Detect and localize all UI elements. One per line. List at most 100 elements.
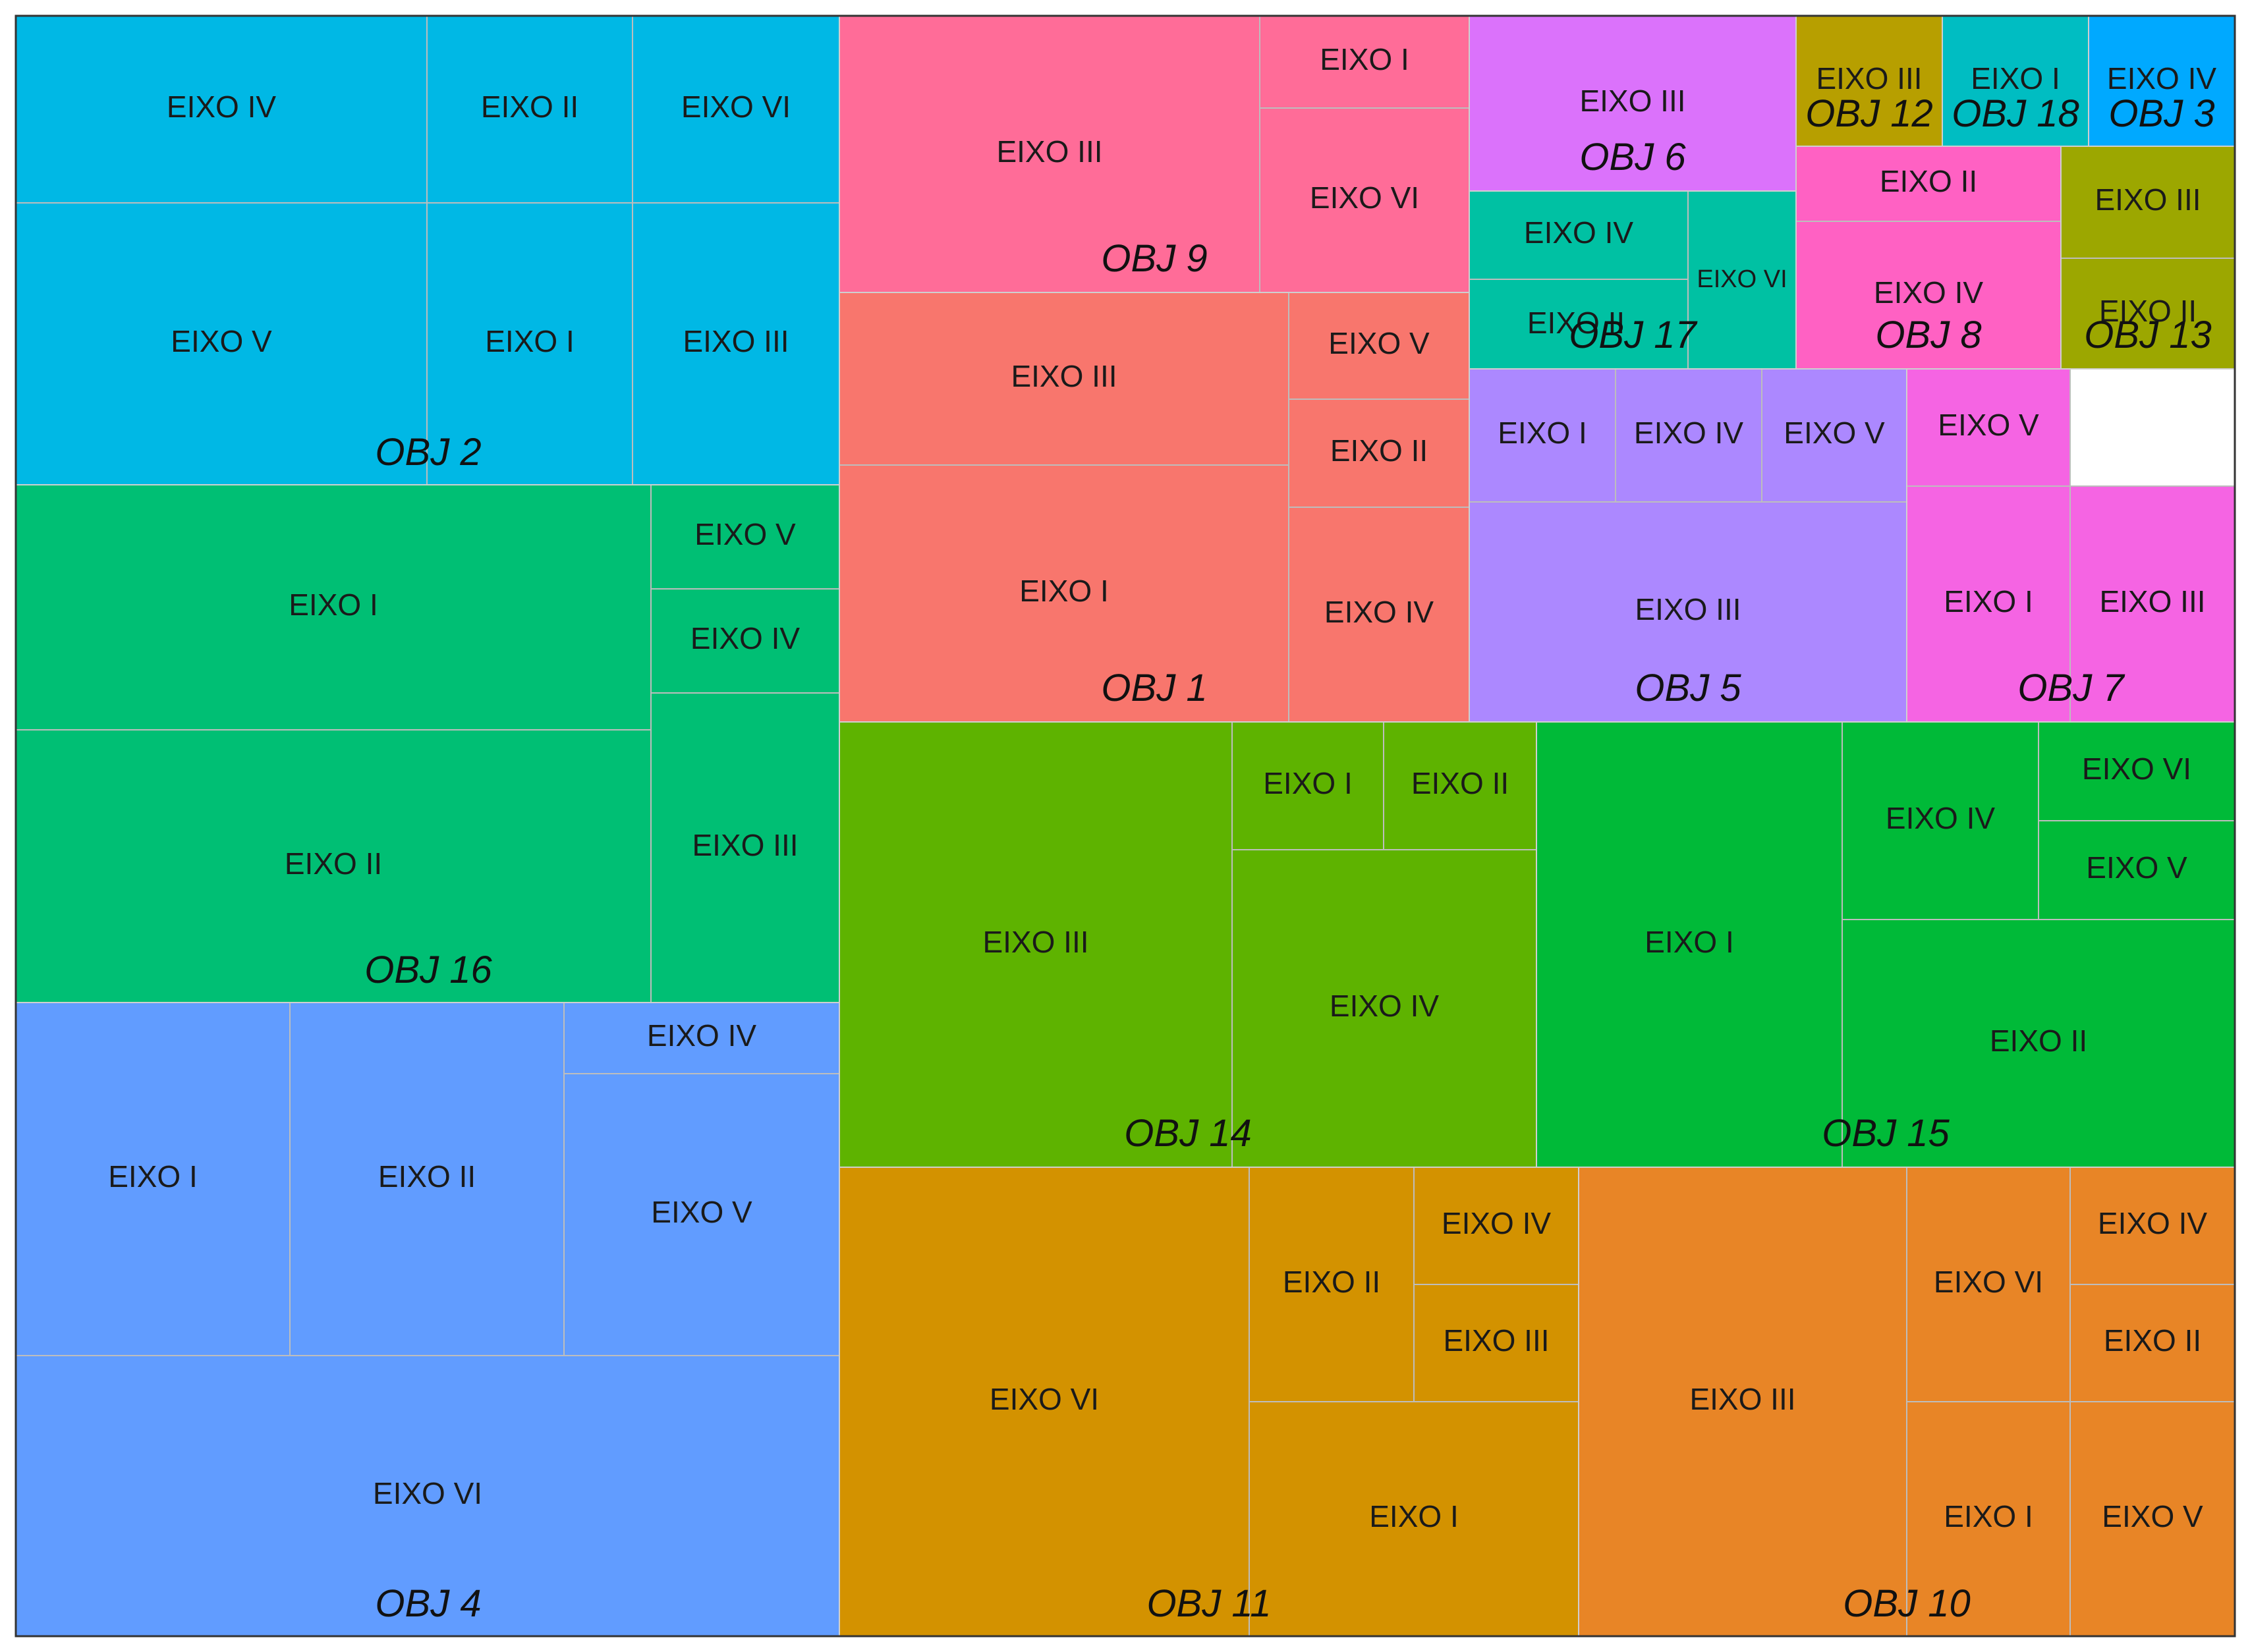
treemap-cell-obj-16-eixo-ii: [15, 729, 652, 1003]
leaf-label-obj-7-eixo-iii: EIXO III: [2099, 584, 2205, 619]
leaf-label-obj-10-eixo-ii: EIXO II: [2104, 1323, 2201, 1358]
treemap-cell-obj-7-eixo-iii: [2069, 485, 2236, 723]
leaf-label-obj-15-eixo-vi: EIXO VI: [2082, 752, 2191, 786]
treemap-cell-obj-7-eixo-v: [1906, 368, 2071, 487]
group-label-obj-6: OBJ 6: [1579, 136, 1686, 179]
leaf-label-obj-17-eixo-iv: EIXO IV: [1524, 215, 1633, 250]
leaf-label-obj-13-eixo-iii: EIXO III: [2095, 182, 2201, 217]
leaf-label-obj-11-eixo-iv: EIXO IV: [1442, 1206, 1551, 1240]
leaf-label-obj-16-eixo-i: EIXO I: [289, 588, 378, 622]
leaf-label-obj-10-eixo-i: EIXO I: [1944, 1499, 2033, 1533]
group-label-obj-18: OBJ 18: [1952, 92, 2079, 135]
treemap-cell-obj-1-eixo-i: [839, 464, 1289, 723]
leaf-label-obj-7-eixo-v: EIXO V: [1938, 408, 2039, 442]
treemap-cell-obj-5-eixo-iii: [1469, 501, 1907, 723]
treemap-cell-obj-2-eixo-iv: [15, 15, 428, 204]
treemap-cell-obj-1-eixo-ii: [1288, 399, 1470, 508]
leaf-label-obj-2-eixo-iii: EIXO III: [683, 324, 789, 358]
treemap-cell-obj-14-eixo-iv: [1231, 849, 1537, 1168]
treemap-cell-obj-14-eixo-ii: [1383, 721, 1537, 850]
leaf-label-obj-13-eixo-ii: EIXO II: [2099, 294, 2197, 328]
treemap-cell-obj-9-eixo-iii: [839, 15, 1260, 293]
treemap-cell-obj-11-eixo-i: [1249, 1401, 1579, 1637]
treemap-cell-obj-2-eixo-ii: [426, 15, 633, 204]
leaf-label-obj-11-eixo-vi: EIXO VI: [990, 1382, 1099, 1416]
leaf-label-obj-4-eixo-vi: EIXO VI: [373, 1476, 482, 1510]
leaf-label-obj-17-eixo-vi: EIXO VI: [1697, 265, 1787, 293]
treemap-cell-obj-16-eixo-iv: [650, 588, 840, 694]
treemap-cell-obj-4-eixo-i: [15, 1002, 291, 1356]
leaf-label-obj-17-eixo-ii: EIXO II: [1527, 306, 1625, 340]
treemap-cell-obj-2-eixo-iii: [632, 202, 840, 485]
leaf-label-obj-2-eixo-v: EIXO V: [171, 324, 272, 358]
treemap-cell-obj-17-eixo-vi: [1687, 190, 1797, 370]
leaf-label-obj-1-eixo-i: EIXO I: [1019, 574, 1108, 608]
treemap-cell-obj-5-eixo-v: [1761, 368, 1907, 503]
treemap-cell-obj-9-eixo-vi: [1259, 107, 1470, 293]
treemap-cell-obj-15-eixo-vi: [2038, 721, 2236, 821]
group-label-obj-17: OBJ 17: [1569, 314, 1698, 356]
treemap-cell-obj-2-eixo-i: [426, 202, 633, 485]
treemap-cell-obj-12-eixo-iii: [1795, 15, 1943, 147]
treemap-cell-obj-15-eixo-ii: [1842, 919, 2236, 1168]
group-label-obj-16: OBJ 16: [364, 949, 492, 991]
leaf-label-obj-5-eixo-v: EIXO V: [1784, 416, 1885, 450]
leaf-label-obj-15-eixo-v: EIXO V: [2086, 850, 2187, 885]
leaf-label-obj-16-eixo-iii: EIXO III: [692, 828, 798, 862]
treemap-cell-obj-4-eixo-v: [563, 1073, 840, 1356]
leaf-label-obj-14-eixo-iii: EIXO III: [982, 925, 1088, 959]
leaf-label-obj-10-eixo-iii: EIXO III: [1689, 1382, 1795, 1416]
leaf-label-obj-4-eixo-ii: EIXO II: [378, 1159, 476, 1194]
treemap-group-labels: OBJ 2 OBJ 16 OBJ 4 OBJ 9 OBJ 1 OBJ 6 OBJ 17 OBJ…: [364, 92, 2214, 1625]
treemap-cell-obj-10-eixo-v: [2069, 1401, 2236, 1637]
group-label-obj-12: OBJ 12: [1805, 92, 1932, 135]
leaf-label-obj-4-eixo-v: EIXO V: [651, 1195, 752, 1229]
group-label-obj-15: OBJ 15: [1822, 1112, 1950, 1155]
leaf-label-obj-2-eixo-vi: EIXO VI: [681, 90, 791, 124]
leaf-label-obj-10-eixo-vi: EIXO VI: [1934, 1265, 2043, 1299]
leaf-label-obj-11-eixo-iii: EIXO III: [1443, 1323, 1549, 1358]
treemap-cell-obj-5-eixo-i: [1469, 368, 1616, 503]
leaf-label-obj-6-eixo-iii: EIXO III: [1579, 84, 1685, 118]
treemap-cell-obj-11-eixo-iv: [1413, 1167, 1579, 1285]
group-label-obj-13: OBJ 13: [2084, 314, 2211, 356]
leaf-label-obj-15-eixo-i: EIXO I: [1645, 925, 1733, 959]
leaf-label-obj-1-eixo-ii: EIXO II: [1330, 433, 1428, 468]
leaf-label-obj-16-eixo-ii: EIXO II: [285, 846, 382, 881]
leaf-label-obj-14-eixo-iv: EIXO IV: [1330, 989, 1439, 1023]
treemap-cell-obj-4-eixo-ii: [289, 1002, 565, 1356]
group-label-obj-5: OBJ 5: [1635, 667, 1741, 709]
leaf-label-obj-15-eixo-ii: EIXO II: [1990, 1024, 2087, 1058]
treemap-cell-obj-5-eixo-iv: [1615, 368, 1762, 503]
leaf-label-obj-1-eixo-iii: EIXO III: [1011, 359, 1117, 393]
leaf-label-obj-10-eixo-iv: EIXO IV: [2098, 1206, 2207, 1240]
leaf-label-obj-14-eixo-i: EIXO I: [1263, 766, 1352, 800]
treemap-cell-obj-15-eixo-v: [2038, 820, 2236, 920]
treemap-cells: [15, 15, 2236, 1637]
leaf-label-obj-16-eixo-v: EIXO V: [694, 517, 796, 551]
leaf-label-obj-4-eixo-iv: EIXO IV: [647, 1018, 756, 1053]
leaf-label-obj-4-eixo-i: EIXO I: [108, 1159, 197, 1194]
leaf-label-obj-2-eixo-i: EIXO I: [485, 324, 574, 358]
leaf-label-obj-7-eixo-i: EIXO I: [1944, 584, 2033, 619]
treemap-cell-obj-2-eixo-v: [15, 202, 428, 485]
treemap-leaf-labels: EIXO IV EIXO II EIXO VI EIXO V EIXO I EIXO II…: [108, 42, 2216, 1533]
leaf-label-obj-10-eixo-v: EIXO V: [2102, 1499, 2203, 1533]
treemap-cell-obj-15-eixo-iv: [1842, 721, 2039, 920]
leaf-label-obj-9-eixo-iii: EIXO III: [996, 134, 1102, 169]
treemap-cell-obj-1-eixo-iii: [839, 292, 1289, 466]
treemap-cell-obj-10-eixo-i: [1906, 1401, 2071, 1637]
treemap-cell-obj-6-eixo-iii: [1469, 15, 1797, 192]
group-label-obj-8: OBJ 8: [1875, 314, 1981, 356]
group-label-obj-14: OBJ 14: [1124, 1112, 1251, 1155]
treemap-cell-obj-13-eixo-ii: [2060, 258, 2236, 370]
leaf-label-obj-2-eixo-ii: EIXO II: [481, 90, 578, 124]
leaf-label-obj-2-eixo-iv: EIXO IV: [167, 90, 276, 124]
treemap-cell-obj-17-eixo-ii: [1469, 279, 1689, 370]
group-label-obj-1: OBJ 1: [1101, 667, 1207, 709]
leaf-label-obj-8-eixo-ii: EIXO II: [1880, 164, 1977, 198]
leaf-label-obj-18-eixo-i: EIXO I: [1971, 61, 2060, 96]
leaf-label-obj-5-eixo-iii: EIXO III: [1635, 592, 1741, 626]
leaf-label-obj-9-eixo-i: EIXO I: [1320, 42, 1409, 76]
leaf-label-obj-11-eixo-ii: EIXO II: [1283, 1265, 1380, 1299]
